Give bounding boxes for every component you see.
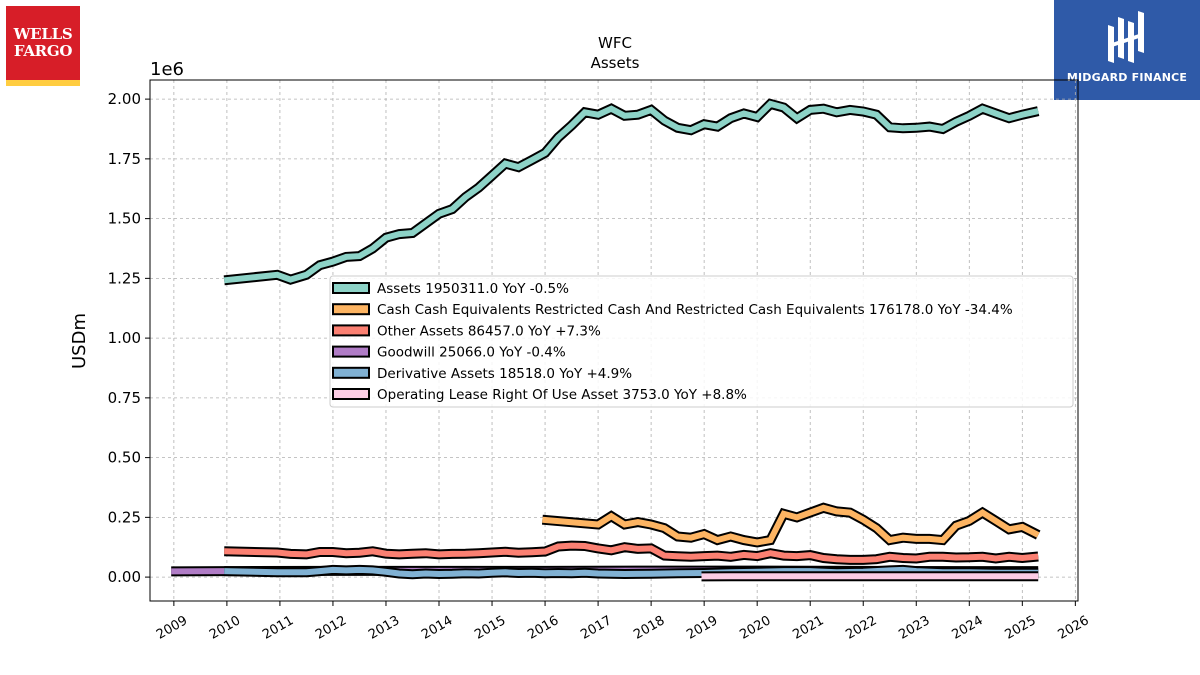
legend-swatch	[332, 366, 370, 379]
y-tick-label: 1.25	[108, 269, 141, 287]
legend-entry: Cash Cash Equivalents Restricted Cash An…	[377, 302, 1013, 318]
series-line-derivative	[224, 566, 1039, 578]
y-multiplier-label: 1e6	[150, 59, 184, 80]
legend-entry: Derivative Assets 18518.0 YoY +4.9%	[377, 366, 632, 382]
y-tick-label: 0.75	[108, 389, 141, 407]
chart-subtitle: Assets	[591, 54, 640, 72]
legend-entry: Operating Lease Right Of Use Asset 3753.…	[377, 387, 747, 403]
x-axis: 2009 2010 2011 2012 2013 2014 2015 2016 2017 2018…	[154, 601, 1092, 643]
y-tick-label: 0.25	[108, 508, 141, 526]
x-tick-label: 2011	[260, 613, 296, 643]
legend-swatch	[332, 388, 370, 400]
x-tick-label: 2022	[843, 613, 879, 643]
y-tick-label: 1.00	[108, 329, 141, 347]
series-line-cash	[542, 504, 1040, 546]
y-axis-label: USDm	[69, 313, 90, 369]
legend-box	[329, 275, 1074, 408]
wells-fargo-logo-line2: FARGO	[13, 42, 73, 60]
y-tick-label: 1.50	[108, 210, 141, 228]
chart-title: WFC	[598, 34, 632, 52]
x-tick-label: 2018	[631, 613, 667, 643]
legend-entry: Assets 1950311.0 YoY -0.5%	[377, 281, 569, 297]
series-layer	[171, 98, 1041, 582]
y-tick-label: 1.75	[108, 150, 141, 168]
legend-entry: Goodwill 25066.0 YoY -0.4%	[377, 345, 566, 361]
legend: Assets 1950311.0 YoY -0.5% Cash Cash Equi…	[329, 275, 1074, 408]
x-tick-label: 2013	[366, 613, 402, 643]
x-tick-label: 2019	[684, 613, 720, 643]
wells-fargo-logo: WELLS FARGO	[6, 6, 80, 86]
legend-swatch	[332, 282, 370, 294]
series-line-assets	[223, 100, 1039, 284]
legend-swatch	[332, 345, 370, 358]
x-tick-label: 2026	[1056, 613, 1092, 643]
midgard-finance-logo-text: MIDGARD FINANCE	[1066, 71, 1188, 84]
x-tick-label: 2021	[790, 613, 826, 643]
x-tick-label: 2015	[472, 613, 508, 643]
x-tick-label: 2017	[578, 613, 614, 643]
y-tick-label: 0.00	[108, 568, 141, 586]
x-tick-label: 2010	[207, 613, 243, 643]
x-tick-label: 2009	[154, 613, 190, 643]
x-tick-label: 2012	[313, 613, 349, 643]
y-axis: 0.00 0.25 0.50 0.75 1.00 1.25 1.50 1.75 2.00	[108, 90, 150, 586]
legend-entry: Other Assets 86457.0 YoY +7.3%	[377, 323, 601, 339]
y-tick-label: 0.50	[108, 449, 141, 467]
midgard-finance-logo: MIDGARD FINANCE	[1054, 0, 1200, 100]
wells-fargo-logo-line1: WELLS	[13, 25, 73, 43]
legend-swatch	[332, 303, 370, 316]
x-tick-label: 2025	[1002, 613, 1038, 643]
midgard-mark-icon	[1108, 11, 1144, 63]
series-line-other	[224, 542, 1039, 563]
x-tick-label: 2016	[525, 613, 561, 643]
plot-frame	[149, 79, 1079, 602]
x-tick-label: 2023	[896, 613, 932, 643]
x-tick-label: 2020	[737, 613, 773, 643]
x-tick-label: 2024	[949, 613, 985, 643]
x-tick-label: 2014	[419, 613, 455, 643]
y-tick-label: 2.00	[108, 90, 141, 108]
legend-swatch	[332, 324, 370, 337]
